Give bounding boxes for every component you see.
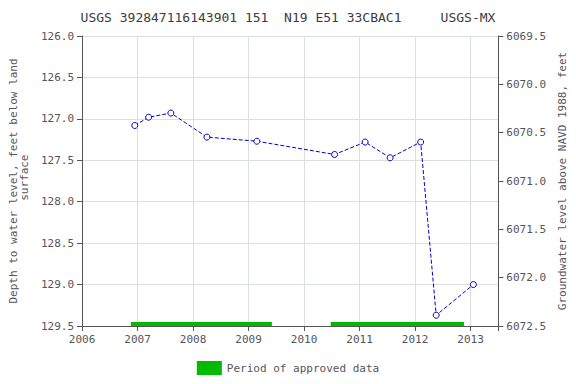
svg-text:Groundwater level above NAVD 1: Groundwater level above NAVD 1988, feet (556, 52, 569, 310)
svg-text:126.0: 126.0 (41, 30, 74, 43)
svg-text:127.0: 127.0 (41, 112, 74, 125)
svg-text:Depth to water level, feet bel: Depth to water level, feet below land (7, 58, 20, 304)
svg-text:128.5: 128.5 (41, 237, 74, 250)
svg-text:2011: 2011 (346, 333, 373, 346)
svg-text:Period of approved data: Period of approved data (227, 362, 379, 375)
svg-text:2008: 2008 (180, 333, 207, 346)
svg-text:129.5: 129.5 (41, 320, 74, 333)
svg-text:127.5: 127.5 (41, 154, 74, 167)
svg-text:2007: 2007 (124, 333, 151, 346)
svg-text:2013: 2013 (457, 333, 484, 346)
svg-text:2012: 2012 (402, 333, 429, 346)
svg-text:6072.5: 6072.5 (506, 320, 546, 333)
svg-text:2010: 2010 (291, 333, 318, 346)
svg-text:6072.0: 6072.0 (506, 271, 546, 284)
svg-text:6070.0: 6070.0 (506, 78, 546, 91)
svg-text:126.5: 126.5 (41, 71, 74, 84)
svg-text:6071.0: 6071.0 (506, 175, 546, 188)
svg-text:2006: 2006 (69, 333, 96, 346)
svg-text:128.0: 128.0 (41, 195, 74, 208)
svg-text:6069.5: 6069.5 (506, 30, 546, 43)
svg-text:surface: surface (18, 155, 31, 208)
svg-text:2009: 2009 (235, 333, 262, 346)
svg-text:129.0: 129.0 (41, 278, 74, 291)
svg-text:6071.5: 6071.5 (506, 223, 546, 236)
svg-text:USGS 392847116143901 151 N19: USGS 392847116143901 151 N19 E51 33CBAC1… (81, 10, 496, 25)
svg-text:6070.5: 6070.5 (506, 126, 546, 139)
